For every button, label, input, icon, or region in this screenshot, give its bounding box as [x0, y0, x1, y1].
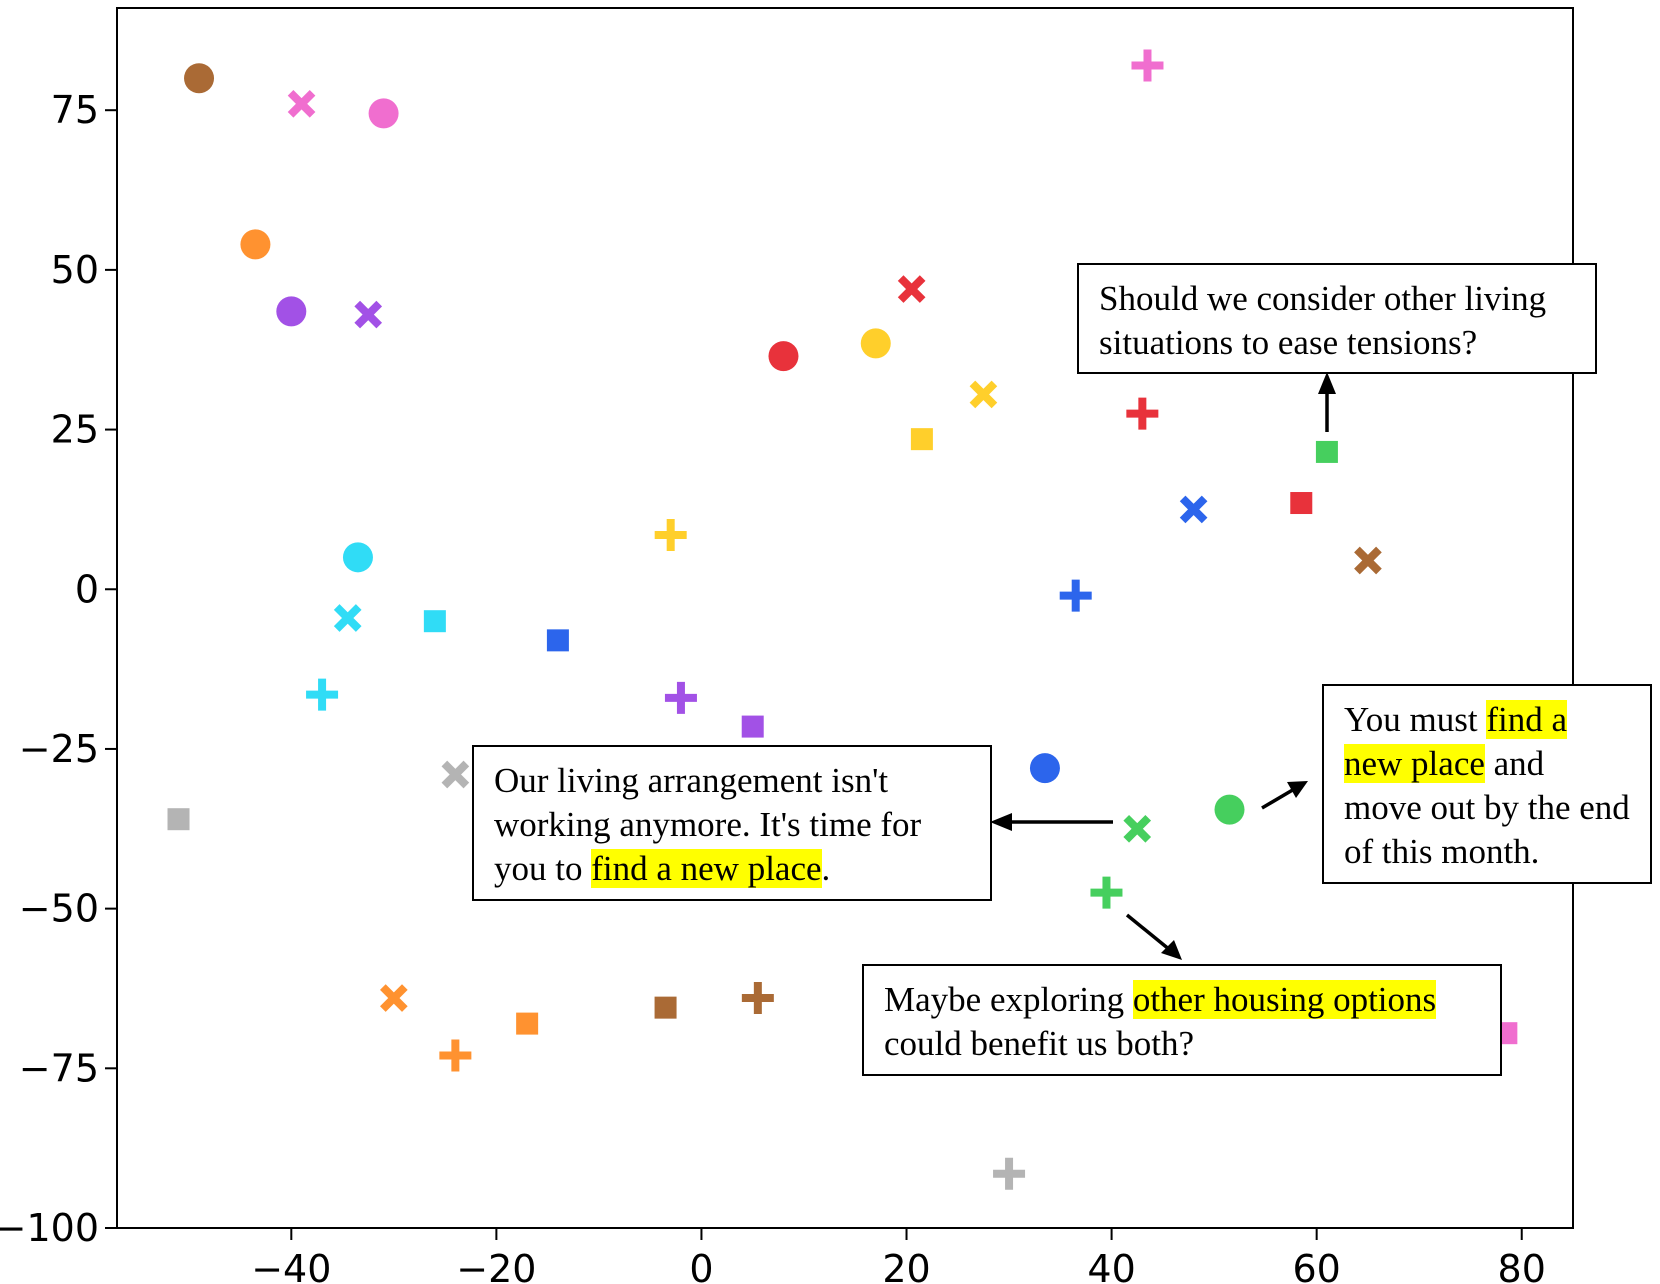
y-tick-label-3: 0 [75, 567, 99, 611]
arrow-to-right-callout [1261, 786, 1297, 810]
arrowhead-left [990, 813, 1012, 831]
x-tick-label-4: 40 [1087, 1247, 1135, 1284]
point-17-plus-yellow [654, 518, 687, 551]
point-21-square-cyan [423, 610, 446, 633]
y-tick-label-2: 25 [51, 408, 99, 452]
y-tick-label-7: −100 [0, 1206, 99, 1250]
point-26-circle-blue [1029, 753, 1060, 784]
callout-left: Our living arrangement isn't working any… [472, 745, 992, 901]
point-13-square-green [1315, 440, 1338, 463]
point-12-plus-red [1126, 397, 1159, 430]
callout-bottom: Maybe exploring other housing options co… [862, 964, 1502, 1076]
arrow-to-bottom-callout [1125, 913, 1172, 952]
y-tick-label-0: 75 [51, 88, 99, 132]
point-20-x-cyan [333, 604, 362, 632]
callout-top-text: Should we consider other living situatio… [1099, 279, 1547, 362]
point-27-x-gray [441, 760, 470, 789]
point-28-square-gray [167, 808, 190, 831]
point-1-x-pink [287, 89, 316, 118]
point-23-plus-cyan [306, 678, 339, 711]
points-layer [167, 49, 1518, 1190]
point-31-plus-green [1090, 876, 1123, 909]
point-15-square-red [1290, 492, 1313, 515]
ticks-layer: −40 −20 0 20 40 60 80 75 50 25 0 −25 −50 −75 −100 [0, 88, 1546, 1284]
callout-left-highlight: find a new place [591, 849, 822, 888]
callout-right-highlight-2: new place [1344, 744, 1485, 783]
callout-left-end: . [821, 849, 831, 888]
point-8-circle-yellow [860, 328, 891, 359]
point-0-circle-brown [184, 63, 215, 94]
point-10-x-yellow [969, 380, 998, 409]
x-tick-label-0: −40 [251, 1247, 331, 1284]
point-30-x-green [1123, 814, 1152, 843]
point-35-square-brown [654, 996, 677, 1019]
point-38-plus-gray [993, 1157, 1026, 1190]
callout-bottom-highlight: other housing options [1132, 980, 1437, 1019]
point-11-square-yellow [910, 428, 933, 451]
callout-right-end: and move out by the end of this month. [1344, 744, 1630, 871]
y-tick-label-1: 50 [51, 248, 99, 292]
point-2-circle-pink [368, 98, 399, 129]
point-7-circle-red [768, 341, 799, 372]
point-33-square-orange [516, 1012, 539, 1035]
point-29-circle-green [1214, 794, 1245, 825]
callout-bottom-end: could benefit us both? [884, 1024, 1195, 1063]
point-22-square-blue [546, 629, 569, 652]
x-tick-label-3: 20 [882, 1247, 930, 1284]
callout-left-text: Our living arrangement isn't working any… [494, 761, 922, 888]
callout-right-text: You must [1344, 700, 1487, 739]
point-34-plus-orange [439, 1039, 472, 1072]
point-36-plus-brown [741, 982, 774, 1015]
callout-right-highlight-1: find a [1486, 700, 1568, 739]
arrowhead-right [1287, 781, 1308, 798]
x-tick-label-1: −20 [456, 1247, 536, 1284]
arrowhead-top [1318, 372, 1336, 394]
arrows-layer [990, 372, 1336, 960]
arrowhead-bottom [1161, 940, 1182, 960]
x-tick-label-2: 0 [689, 1247, 713, 1284]
point-14-x-blue [1179, 495, 1208, 524]
point-5-circle-purple [276, 296, 307, 327]
y-tick-label-5: −50 [19, 887, 99, 931]
point-25-square-purple [741, 715, 764, 738]
point-24-plus-purple [664, 681, 697, 714]
point-3-plus-pink [1131, 49, 1164, 82]
point-19-plus-blue [1059, 579, 1092, 612]
point-32-x-orange [380, 984, 408, 1012]
y-tick-label-6: −75 [19, 1046, 99, 1090]
callout-top: Should we consider other living situatio… [1077, 263, 1597, 374]
callout-right: You must find a new place and move out b… [1322, 684, 1652, 884]
point-6-x-purple [354, 300, 383, 329]
axes-frame [116, 7, 1574, 1229]
x-tick-label-6: 80 [1498, 1247, 1546, 1284]
point-4-circle-orange [240, 229, 271, 260]
point-16-x-brown [1354, 546, 1382, 575]
point-9-x-red [897, 275, 926, 303]
callout-bottom-text: Maybe exploring [884, 980, 1133, 1019]
point-18-circle-cyan [342, 542, 373, 573]
x-tick-label-5: 60 [1292, 1247, 1340, 1284]
y-tick-label-4: −25 [19, 727, 99, 771]
